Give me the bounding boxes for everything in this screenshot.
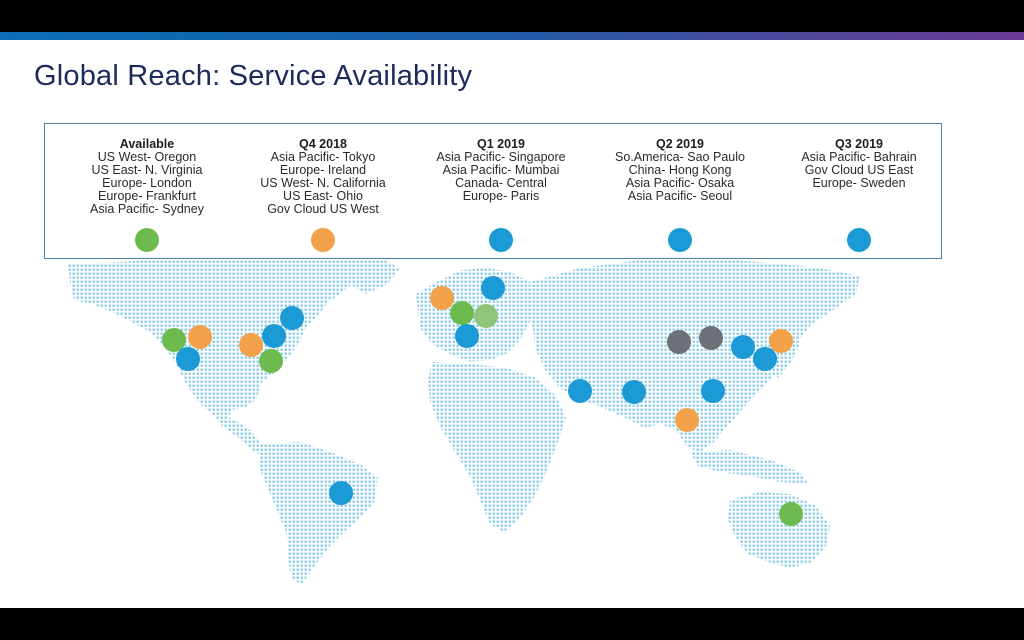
region-marker bbox=[753, 347, 777, 371]
legend-heading: Q2 2019 bbox=[656, 137, 704, 151]
legend-column-q4-2018: Q4 2018 Asia Pacific- Tokyo Europe- Irel… bbox=[233, 137, 413, 252]
legend-item: Asia Pacific- Sydney bbox=[90, 202, 204, 216]
region-marker bbox=[779, 502, 803, 526]
region-marker bbox=[176, 347, 200, 371]
legend-column-available: Available US West- Oregon US East- N. Vi… bbox=[57, 137, 237, 252]
region-marker bbox=[188, 325, 212, 349]
legend-item: Asia Pacific- Mumbai bbox=[442, 163, 560, 177]
legend-column-q3-2019: Q3 2019 Asia Pacific- Bahrain Gov Cloud … bbox=[769, 137, 949, 252]
legend-column-q2-2019: Q2 2019 So.America- Sao Paulo China- Hon… bbox=[590, 137, 770, 252]
legend-item: Europe- Frankfurt bbox=[98, 189, 196, 203]
region-marker bbox=[769, 329, 793, 353]
legend-item: US East- N. Virginia bbox=[91, 163, 203, 177]
legend-dot-available bbox=[135, 228, 159, 252]
region-marker bbox=[622, 380, 646, 404]
region-marker bbox=[474, 304, 498, 328]
region-marker bbox=[699, 326, 723, 350]
legend-item: Europe- London bbox=[102, 176, 192, 190]
legend-dot-q3-2019 bbox=[847, 228, 871, 252]
region-marker bbox=[280, 306, 304, 330]
legend-item: Asia Pacific- Osaka bbox=[625, 176, 735, 190]
region-marker bbox=[262, 324, 286, 348]
legend-heading: Q3 2019 bbox=[835, 137, 883, 151]
bottom-letterbox bbox=[0, 608, 1024, 640]
legend-item: Gov Cloud US East bbox=[804, 163, 914, 177]
legend-item: Asia Pacific- Tokyo bbox=[270, 150, 376, 164]
region-marker bbox=[455, 324, 479, 348]
region-marker bbox=[675, 408, 699, 432]
legend-dot-q2-2019 bbox=[668, 228, 692, 252]
region-markers bbox=[0, 32, 1024, 608]
legend-item: So.America- Sao Paulo bbox=[615, 150, 745, 164]
legend-item: Europe- Sweden bbox=[812, 176, 906, 190]
region-marker bbox=[430, 286, 454, 310]
region-marker bbox=[481, 276, 505, 300]
legend-heading: Q1 2019 bbox=[477, 137, 525, 151]
legend-item: Asia Pacific- Singapore bbox=[436, 150, 566, 164]
legend-item: Asia Pacific- Seoul bbox=[627, 189, 733, 203]
slide-title: Global Reach: Service Availability bbox=[34, 60, 473, 92]
legend-heading: Available bbox=[119, 137, 175, 151]
region-marker bbox=[450, 301, 474, 325]
legend-heading: Q4 2018 bbox=[299, 137, 347, 151]
region-marker bbox=[568, 379, 592, 403]
legend-box: Available US West- Oregon US East- N. Vi… bbox=[44, 123, 942, 259]
region-marker bbox=[239, 333, 263, 357]
region-marker bbox=[667, 330, 691, 354]
legend-column-q1-2019: Q1 2019 Asia Pacific- Singapore Asia Pac… bbox=[411, 137, 591, 252]
legend-item: Gov Cloud US West bbox=[267, 202, 379, 216]
legend-item: US East- Ohio bbox=[283, 189, 363, 203]
legend-item: Europe- Ireland bbox=[279, 163, 367, 177]
region-marker bbox=[329, 481, 353, 505]
top-accent-bar bbox=[0, 32, 1024, 40]
slide: Global Reach: Service Availability bbox=[0, 32, 1024, 608]
legend-dot-q1-2019 bbox=[489, 228, 513, 252]
legend-item: US West- N. California bbox=[260, 176, 386, 190]
legend-dot-q4-2018 bbox=[311, 228, 335, 252]
legend-item: China- Hong Kong bbox=[628, 163, 732, 177]
region-marker bbox=[731, 335, 755, 359]
legend-item: Europe- Paris bbox=[462, 189, 540, 203]
legend-item: Canada- Central bbox=[455, 176, 547, 190]
region-marker bbox=[701, 379, 725, 403]
region-marker bbox=[259, 349, 283, 373]
legend-item: Asia Pacific- Bahrain bbox=[801, 150, 917, 164]
legend-item: US West- Oregon bbox=[97, 150, 197, 164]
